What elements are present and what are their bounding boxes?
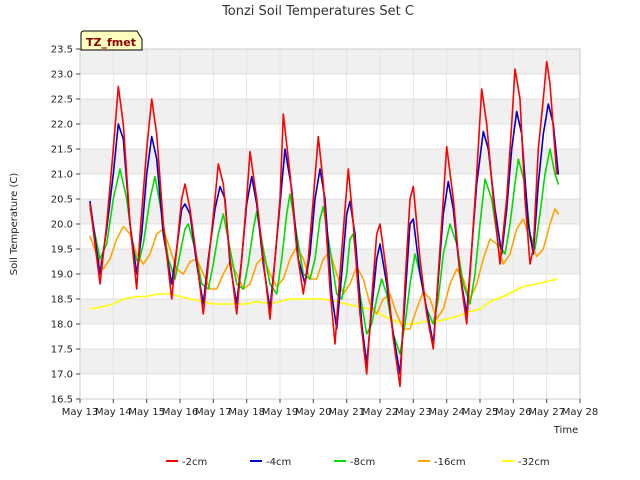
x-tick-label: May 24 [428, 407, 465, 418]
plot-band [80, 174, 580, 199]
plot-band [80, 124, 580, 149]
y-tick-label: 23.0 [51, 70, 73, 81]
x-tick-label: May 23 [395, 407, 432, 418]
plot-band [80, 324, 580, 349]
y-tick-label: 17.5 [51, 345, 73, 356]
plot-band [80, 49, 580, 74]
y-tick-label: 18.0 [51, 320, 73, 331]
series-line--2cm [89, 60, 558, 388]
series-line--16cm [89, 208, 560, 330]
y-tick-label: 20.5 [51, 195, 73, 206]
x-tick-label: May 14 [95, 407, 132, 418]
x-tick-label: May 27 [528, 407, 565, 418]
y-axis-ticks: 16.5 17.0 17.5 18.0 18.5 19.0 19.5 20.0 20.5 21.0… [51, 45, 80, 406]
legend-label: -8cm [350, 457, 375, 468]
y-tick-label: 22.5 [51, 95, 73, 106]
x-tick-label: May 16 [162, 407, 199, 418]
badge-box [80, 30, 143, 51]
legend-label: -32cm [518, 457, 550, 468]
series-line--32cm [89, 278, 558, 325]
y-tick-label: 19.0 [51, 270, 73, 281]
y-tick-label: 16.5 [51, 395, 73, 406]
legend-label: -4cm [266, 457, 291, 468]
y-tick-label: 22.0 [51, 120, 73, 131]
legend: -2cm -4cm -8cm -16cm -32cm [166, 457, 550, 468]
y-tick-label: 19.5 [51, 245, 73, 256]
x-tick-label: May 26 [495, 407, 532, 418]
y-axis-label: Soil Temperature (C) [9, 173, 20, 276]
series-line--8cm [89, 148, 560, 355]
x-tick-label: May 22 [362, 407, 399, 418]
x-tick-label: May 17 [195, 407, 232, 418]
y-tick-label: 21.5 [51, 145, 73, 156]
chart-title: Tonzi Soil Temperatures Set C [221, 4, 414, 19]
x-axis-label: Time [553, 425, 578, 436]
series-lines [89, 60, 560, 388]
y-tick-label: 17.0 [51, 370, 73, 381]
legend-label: -16cm [434, 457, 466, 468]
plot-band [80, 149, 580, 174]
y-tick-label: 18.5 [51, 295, 73, 306]
plot-band [80, 299, 580, 324]
plot-band [80, 74, 580, 99]
y-tick-label: 20.0 [51, 220, 73, 231]
x-tick-label: May 18 [228, 407, 265, 418]
plot-band [80, 349, 580, 374]
x-tick-label: May 25 [462, 407, 499, 418]
x-tick-label: May 21 [328, 407, 365, 418]
x-tick-label: May 13 [62, 407, 99, 418]
x-tick-label: May 28 [562, 407, 599, 418]
x-tick-label: May 19 [262, 407, 299, 418]
badge-label: TZ_fmet [86, 36, 136, 49]
y-tick-label: 21.0 [51, 170, 73, 181]
legend-label: -2cm [182, 457, 207, 468]
plot-band [80, 99, 580, 124]
y-tick-label: 23.5 [51, 45, 73, 56]
x-tick-label: May 15 [128, 407, 165, 418]
dataset-badge: TZ_fmet [80, 30, 143, 51]
x-tick-label: May 20 [295, 407, 332, 418]
plot-band [80, 374, 580, 399]
